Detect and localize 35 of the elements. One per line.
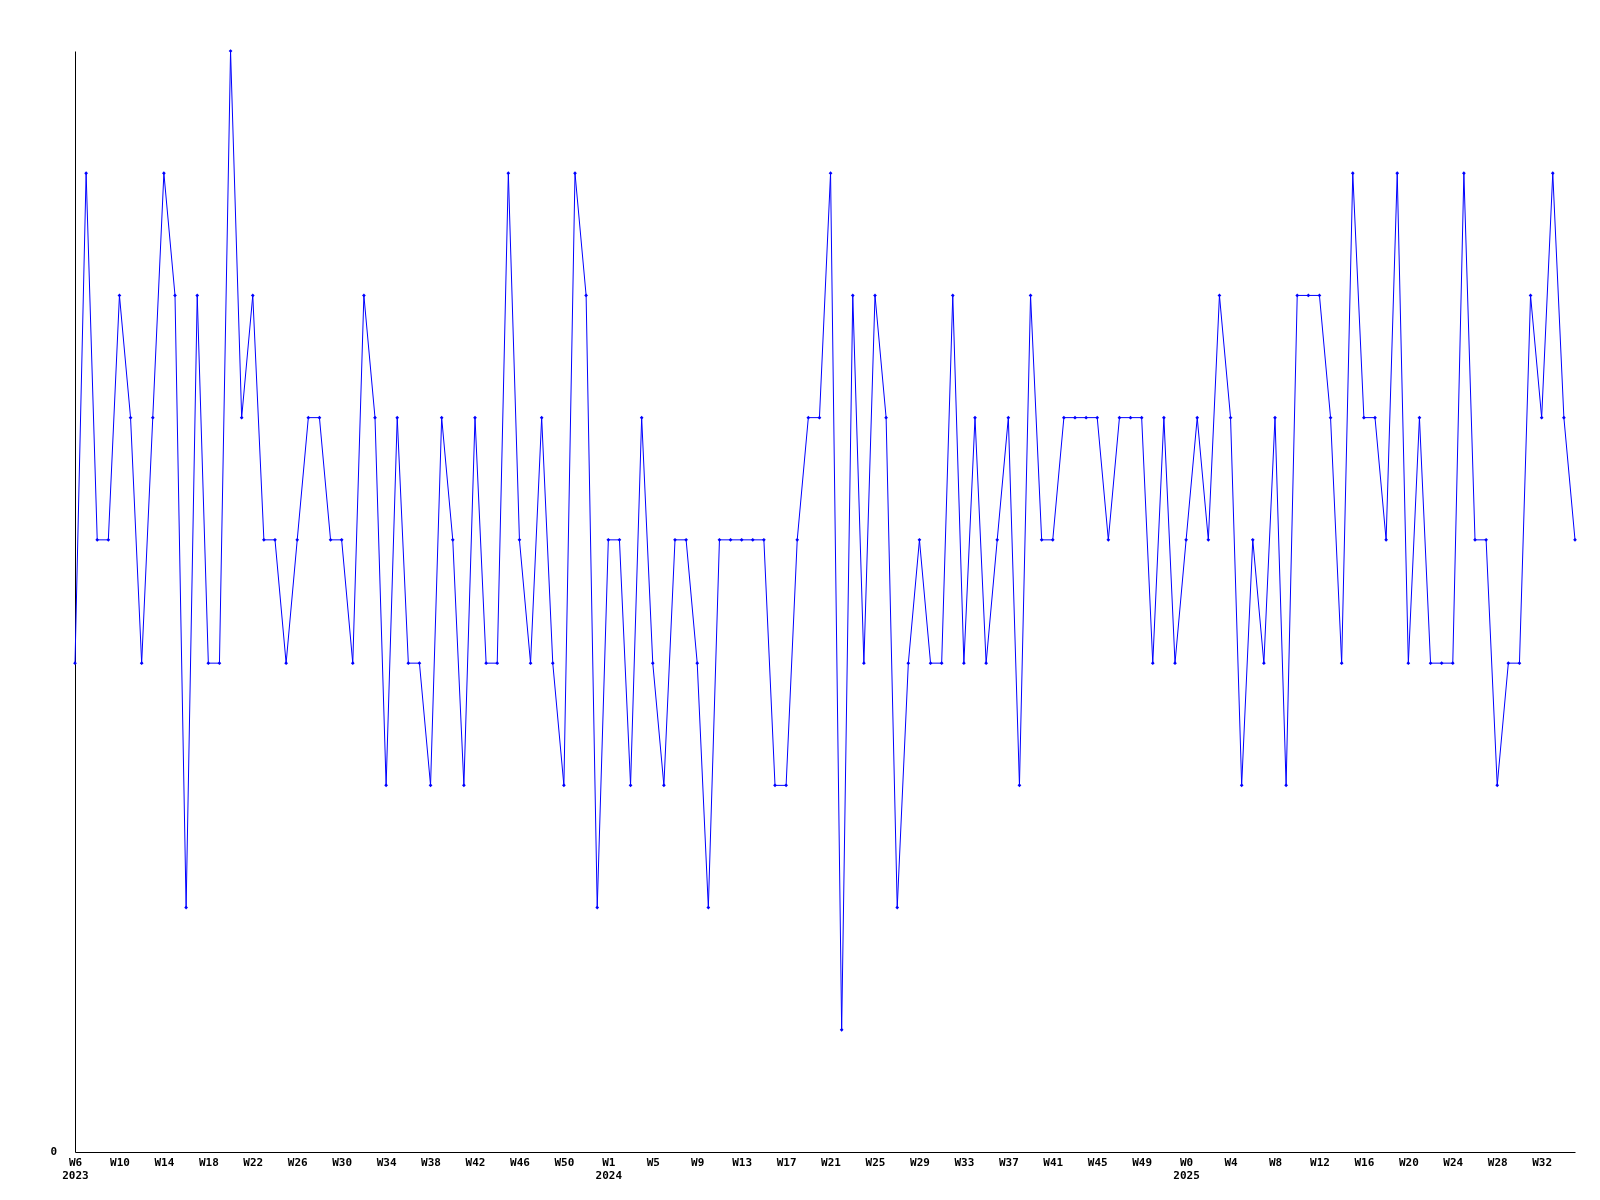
- x-tick-label: W18: [198, 1155, 219, 1169]
- x-tick-label: W9: [691, 1155, 705, 1169]
- x-tick-label: W24: [1443, 1155, 1464, 1169]
- x-tick-label: W14: [154, 1155, 175, 1169]
- x-tick-label: W22: [243, 1155, 264, 1169]
- x-tick-label: W12: [1310, 1155, 1330, 1169]
- x-tick-label: W41: [1043, 1155, 1064, 1169]
- x-tick-label: W26: [287, 1155, 309, 1169]
- x-tick-label: W5: [646, 1155, 660, 1169]
- x-tick-label: W49: [1132, 1155, 1153, 1169]
- x-tick-label: W6 2023: [62, 1155, 89, 1182]
- x-tick-label: W25: [865, 1155, 886, 1169]
- x-tick-label: W28: [1487, 1155, 1508, 1169]
- x-tick-label: W29: [910, 1155, 930, 1169]
- x-tick-label: W21: [821, 1155, 842, 1169]
- x-tick-label: W50: [554, 1155, 575, 1169]
- x-tick-label: W33: [954, 1155, 975, 1169]
- x-tick-label: W1 2024: [595, 1155, 623, 1182]
- x-tick-label: W34: [376, 1155, 397, 1169]
- x-tick-label: W0 2025: [1173, 1155, 1200, 1182]
- x-tick-label: W20: [1398, 1155, 1419, 1169]
- x-tick-label: W30: [332, 1155, 353, 1169]
- x-tick-label: W8: [1268, 1155, 1283, 1169]
- x-tick-label: W32: [1532, 1155, 1553, 1169]
- x-tick-label: W10: [110, 1155, 130, 1169]
- x-tick-label: W38: [421, 1155, 441, 1169]
- x-tick-label: W45: [1087, 1155, 1108, 1169]
- x-tick-label: W4: [1224, 1155, 1239, 1169]
- x-tick-label: W46: [510, 1155, 531, 1169]
- x-tick-label: W42: [465, 1155, 486, 1169]
- x-tick-label: W13: [732, 1155, 753, 1169]
- text: 0: [50, 1145, 57, 1158]
- x-tick-label: W16: [1354, 1155, 1375, 1169]
- x-tick-label: W17: [776, 1155, 797, 1169]
- x-tick-label: W37: [998, 1155, 1019, 1169]
